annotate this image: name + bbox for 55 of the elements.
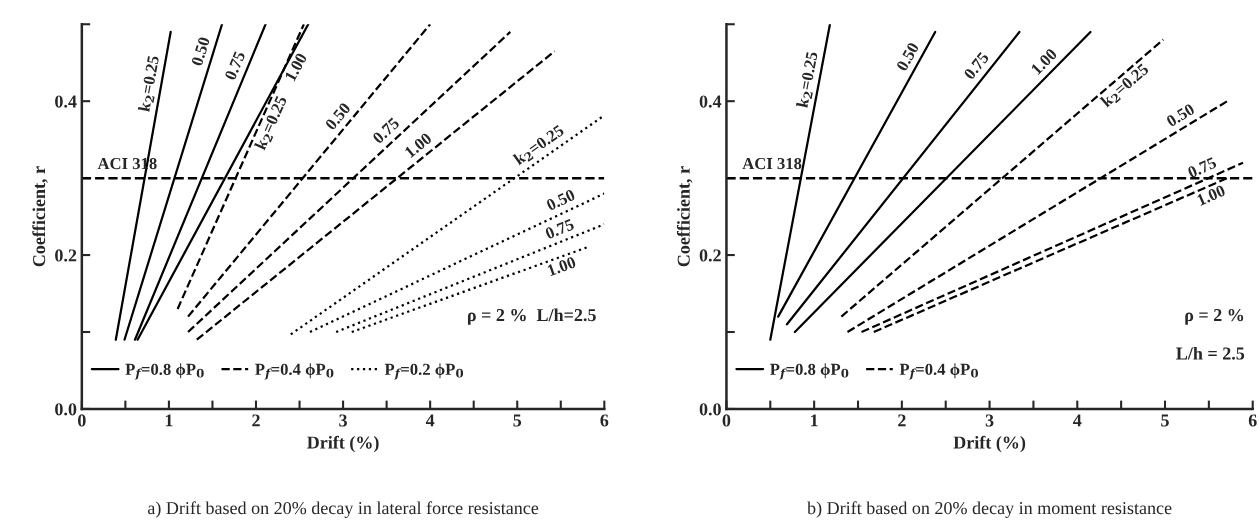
x-tick-label: 2 (898, 414, 906, 427)
legend-label: P$_{f}$=0.2 ϕP$_{0}$ (384, 363, 464, 380)
x-axis-title: Drift (%) (307, 435, 379, 453)
x-tick-label: 6 (600, 414, 609, 427)
annotation: 0.75 (963, 51, 990, 81)
annotation: k$_{2}$=0.25 (795, 51, 821, 109)
x-tick-label: 6 (1248, 414, 1257, 427)
annotation: 1.00 (284, 52, 308, 82)
x-tick-label: 2 (252, 414, 260, 427)
annotation: k$_{2}$=0.25 (1099, 62, 1151, 110)
x-tick-label: 3 (339, 414, 347, 427)
x-tick-label: 1 (811, 414, 818, 427)
x-tick-label: 3 (985, 414, 994, 427)
ref-line-label: ACI 318 (742, 157, 802, 170)
y-axis-title: Coefficient, r (676, 166, 693, 267)
annotation: 1.00 (1196, 184, 1226, 206)
x-tick-label: 0 (722, 414, 731, 427)
x-tick-label: 4 (1073, 414, 1082, 427)
text: b) Drift based on 20% decay in moment resistance (807, 501, 1172, 518)
x-tick-label: 0 (78, 414, 86, 427)
x-tick-label: 5 (513, 414, 522, 427)
annotation: 0.75 (371, 116, 401, 145)
annotation: k$_{2}$=0.25 (253, 94, 290, 152)
legend-label: P$_{f}$=0.8 ϕP$_{0}$ (125, 363, 204, 380)
annotation: k$_{2}$=0.25 (137, 55, 162, 113)
x-tick-label: 1 (165, 414, 173, 427)
annotation: ρ = 2 % (1185, 308, 1244, 325)
annotation: 0.50 (895, 41, 920, 72)
annotation: 1.00 (404, 132, 433, 159)
annotation: 0.75 (544, 218, 575, 240)
annotation: 0.50 (191, 36, 211, 67)
legend-label: P$_{f}$=0.8 ϕP$_{0}$ (770, 363, 849, 380)
y-tick-label: 0.4 (55, 95, 77, 108)
x-tick-label: 4 (425, 414, 435, 427)
annotation: 1.00 (547, 256, 577, 277)
y-tick-label: 0.0 (699, 403, 721, 416)
annotation: 1.00 (1030, 47, 1058, 76)
legend-label: P$_{f}$=0.4 ϕP$_{0}$ (899, 363, 979, 380)
annotation: 0.75 (224, 50, 246, 81)
annotation: ρ = 2 % L/h=2.5 (467, 308, 596, 325)
y-tick-label: 0.2 (699, 249, 721, 262)
y-tick-label: 0.4 (699, 95, 722, 108)
annotation: 0.75 (1187, 156, 1218, 179)
y-tick-label: 0.0 (55, 403, 77, 416)
y-axis-title: Coefficient, r (32, 166, 48, 267)
annotation: 0.50 (545, 188, 576, 212)
annotation: k$_{2}$=0.25 (512, 123, 567, 168)
annotation: L/h = 2.5 (1176, 346, 1245, 360)
legend-label: P$_{f}$=0.4 ϕP$_{0}$ (255, 363, 334, 380)
annotation: 0.50 (324, 102, 352, 131)
text: a) Drift based on 20% decay in lateral force resistance (147, 501, 539, 518)
x-axis-title: Drift (%) (953, 435, 1026, 453)
x-tick-label: 5 (1161, 414, 1169, 427)
y-tick-label: 0.2 (55, 249, 77, 262)
annotation: 0.50 (1165, 103, 1196, 128)
